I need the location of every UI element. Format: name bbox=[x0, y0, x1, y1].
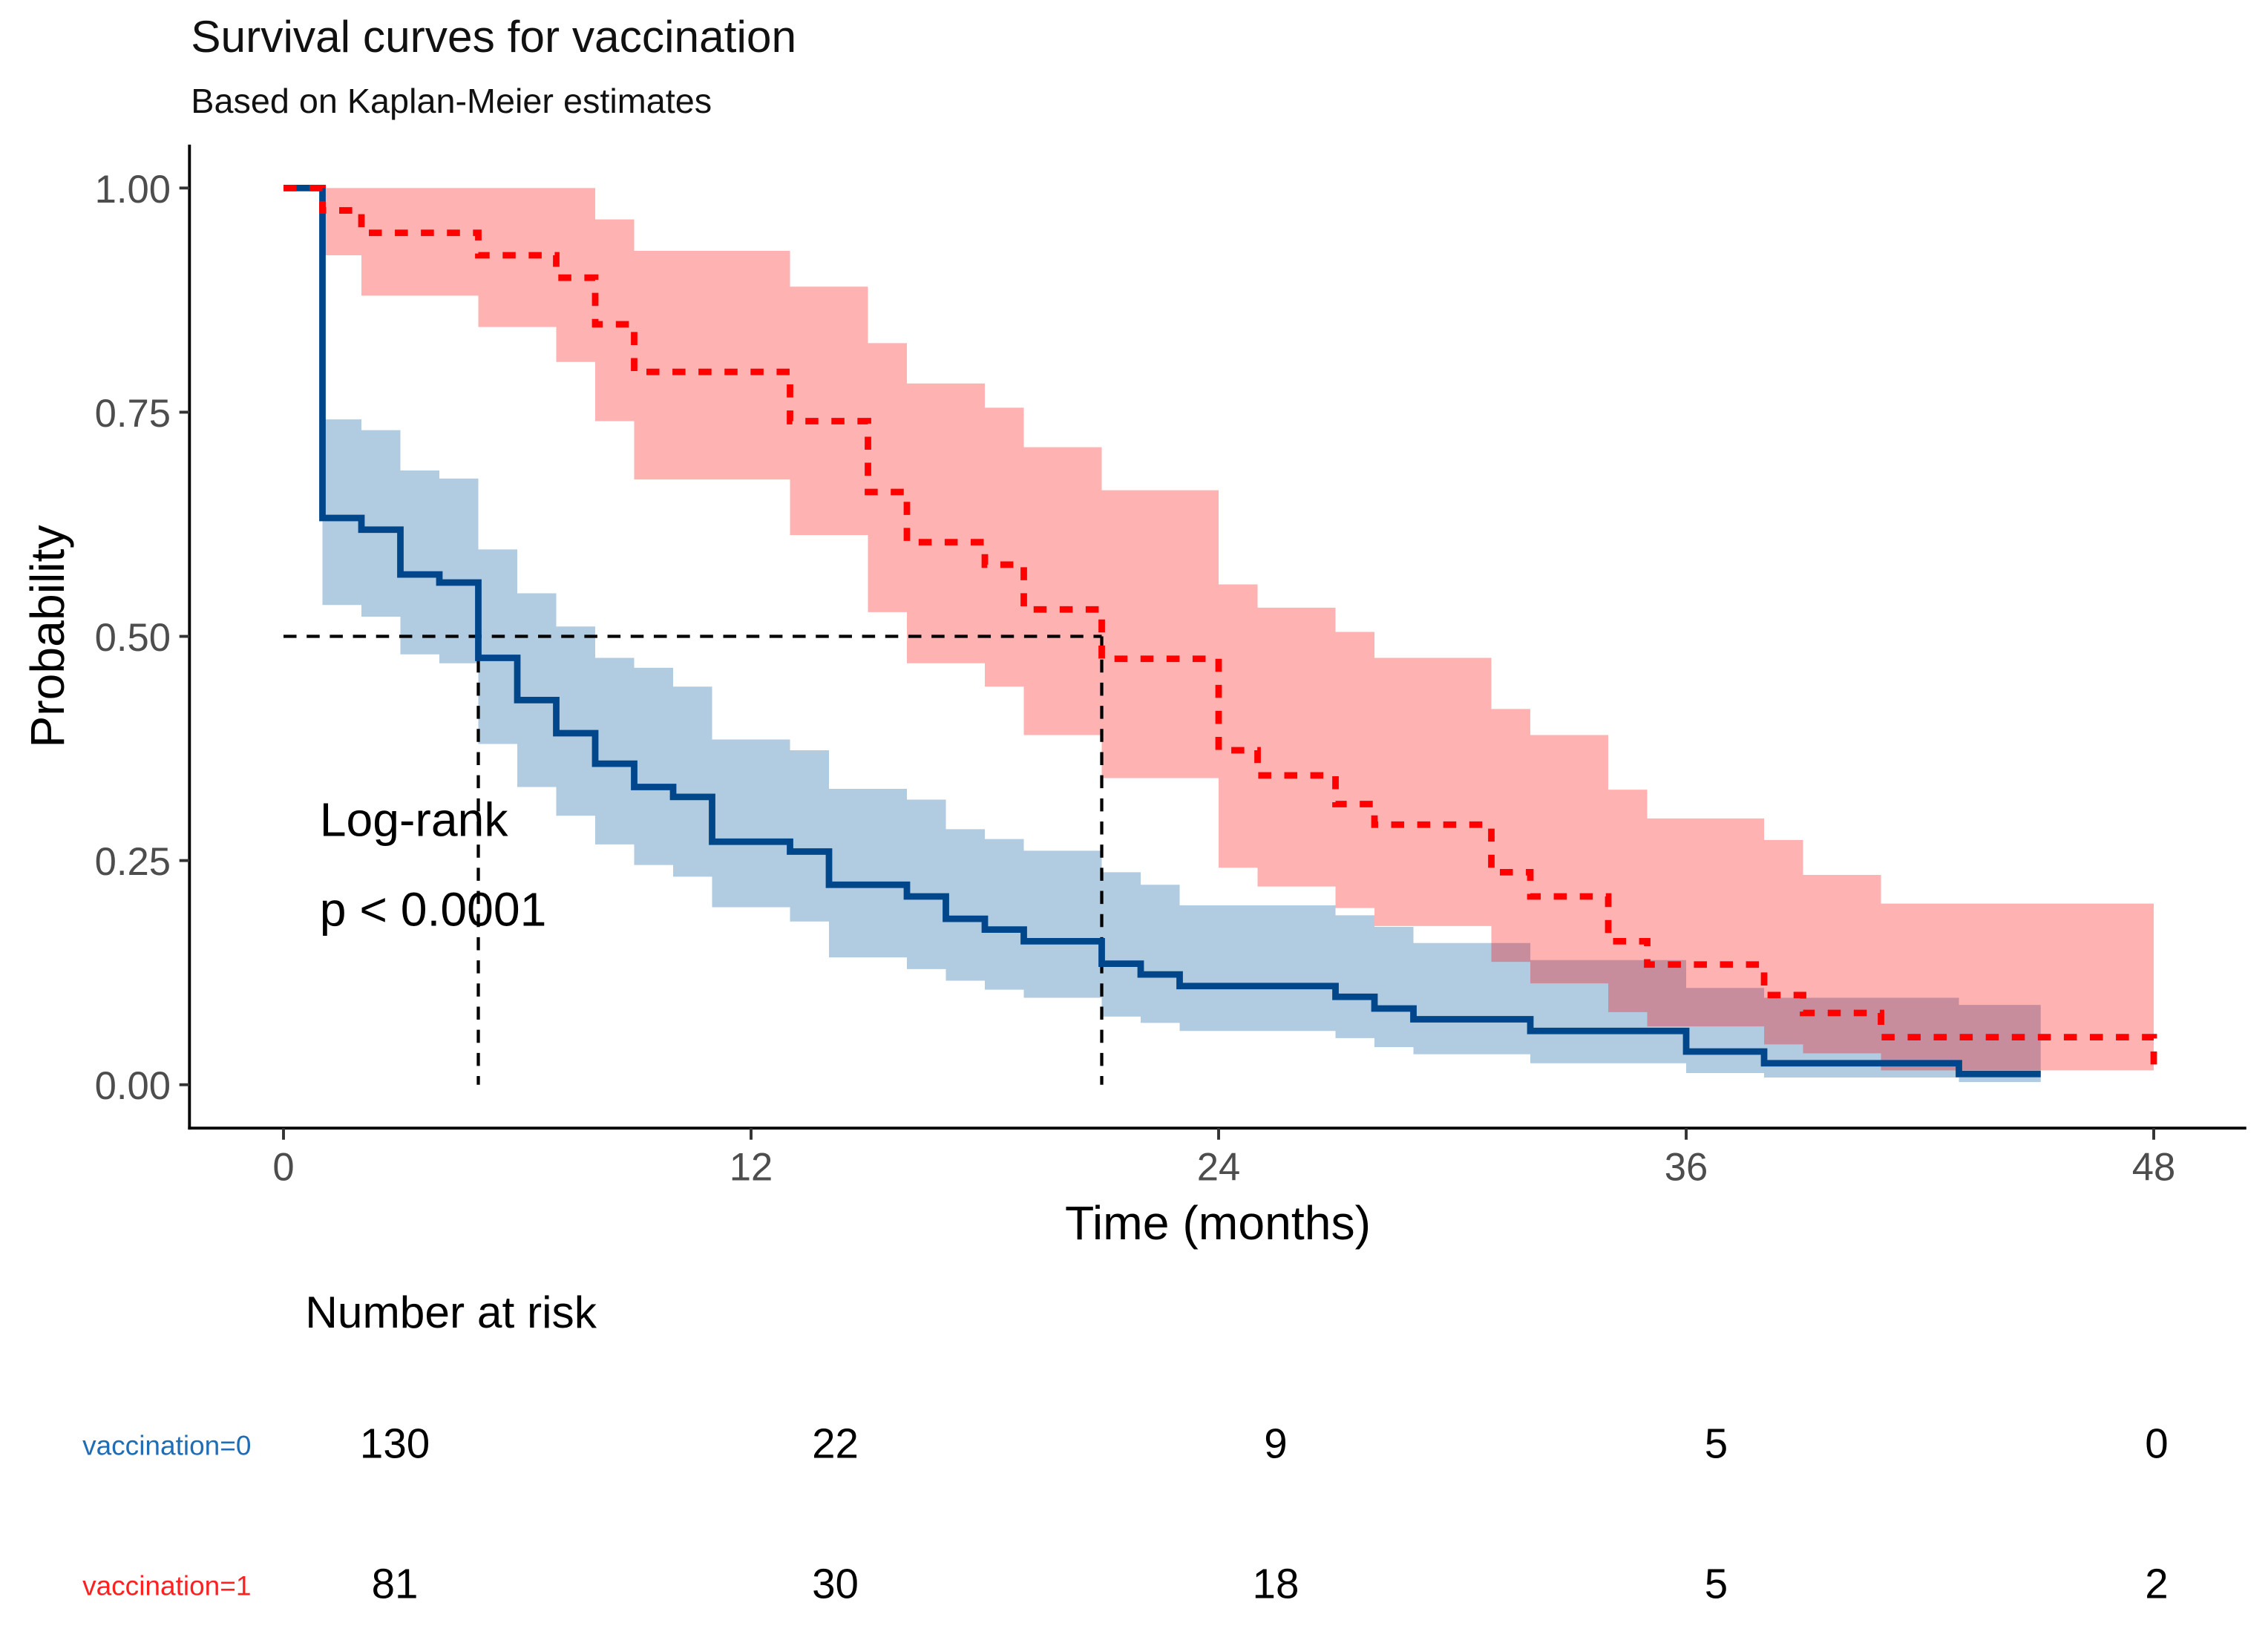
risk-count: 9 bbox=[1264, 1420, 1287, 1467]
x-tick-label: 24 bbox=[1197, 1145, 1241, 1189]
risk-count: 5 bbox=[1705, 1420, 1728, 1467]
y-ticks: 0.00 0.25 0.50 0.75 1.00 bbox=[95, 168, 190, 1108]
survival-curve-vaccination=1 bbox=[284, 184, 2157, 1072]
x-ticks: 0 12 24 36 48 bbox=[272, 1128, 2175, 1189]
x-tick-label: 0 bbox=[272, 1145, 294, 1189]
risk-table: vaccination=0 130 22 9 5 0 vaccination=1 81 30 18… bbox=[82, 1420, 2169, 1607]
chart-title: Survival curves for vaccination bbox=[191, 11, 796, 62]
y-tick-label: 1.00 bbox=[95, 168, 171, 211]
risk-count: 5 bbox=[1705, 1561, 1728, 1607]
chart-subtitle: Based on Kaplan-Meier estimates bbox=[191, 82, 712, 120]
x-axis-label: Time (months) bbox=[1065, 1196, 1371, 1250]
x-tick-label: 12 bbox=[730, 1145, 773, 1189]
risk-count: 0 bbox=[2145, 1420, 2168, 1467]
ci-band-vaccination=0 bbox=[322, 419, 2041, 1083]
risk-row-label: vaccination=1 bbox=[82, 1570, 251, 1601]
median-lines bbox=[284, 634, 1104, 1085]
y-tick-label: 0.00 bbox=[95, 1064, 171, 1108]
risk-table-title: Number at risk bbox=[305, 1287, 597, 1337]
risk-count: 81 bbox=[372, 1561, 419, 1607]
risk-count: 2 bbox=[2145, 1561, 2168, 1607]
risk-count: 130 bbox=[360, 1420, 430, 1467]
y-axis-label: Probability bbox=[21, 525, 74, 748]
survival-curve-vaccination=0 bbox=[284, 184, 2041, 1078]
y-tick-label: 0.50 bbox=[95, 616, 171, 660]
y-tick-label: 0.25 bbox=[95, 840, 171, 884]
x-tick-label: 36 bbox=[1665, 1145, 1708, 1189]
logrank-label: Log-rank bbox=[320, 793, 509, 846]
confidence-bands bbox=[322, 188, 2154, 1083]
risk-count: 18 bbox=[1253, 1561, 1299, 1607]
x-tick-label: 48 bbox=[2132, 1145, 2176, 1189]
survival-curves bbox=[284, 184, 2157, 1078]
ci-band-vaccination=1 bbox=[322, 188, 2154, 1071]
p-value-label: p < 0.0001 bbox=[320, 882, 547, 936]
risk-row-label: vaccination=0 bbox=[82, 1430, 251, 1461]
risk-count: 22 bbox=[812, 1420, 859, 1467]
y-tick-label: 0.75 bbox=[95, 392, 171, 436]
risk-count: 30 bbox=[812, 1561, 859, 1607]
